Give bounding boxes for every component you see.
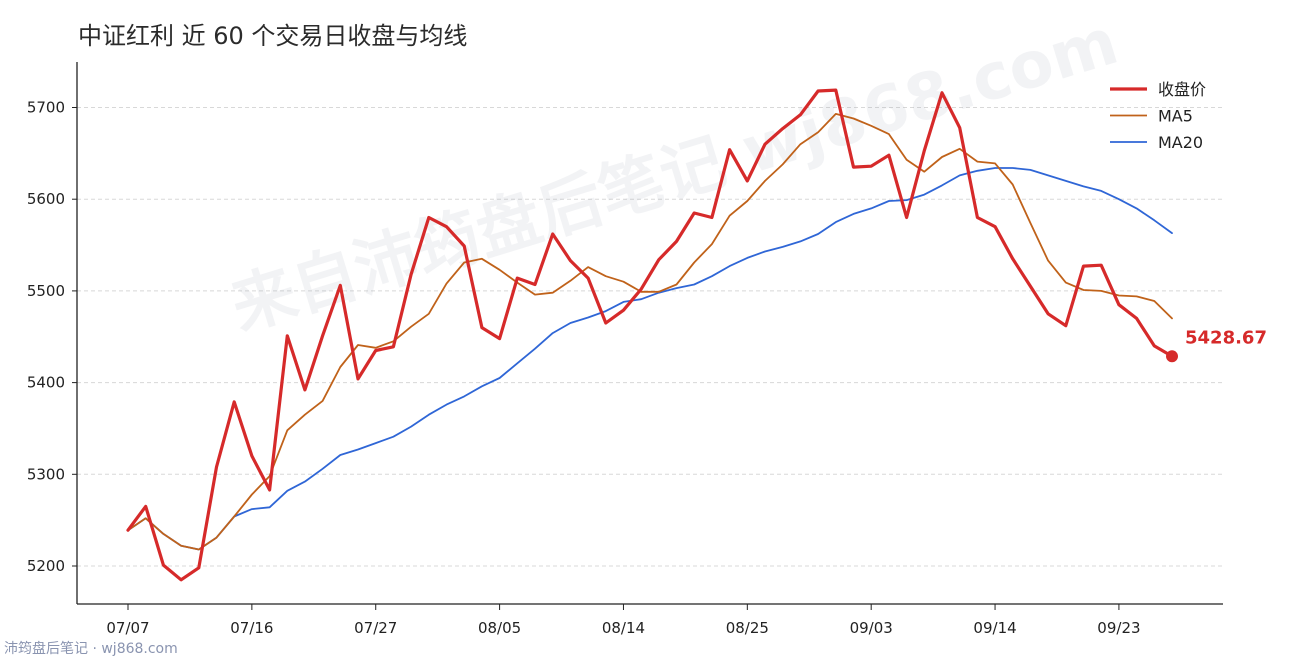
y-axis-ticks: 5200 5300 5400 5500 5600 5700	[27, 99, 77, 575]
x-tick-label: 07/07	[106, 619, 149, 637]
chart-title: 中证红利 近 60 个交易日收盘与均线	[78, 22, 467, 50]
x-tick-label: 09/23	[1097, 619, 1140, 637]
series-line-MA5	[127, 113, 1173, 551]
footer-text: 沛筠盘后笔记 · wj868.com	[4, 640, 178, 657]
watermark: 来自沛筠盘后笔记 wj868.com	[223, 5, 1126, 345]
series-line-收盘价	[126, 88, 1174, 582]
legend-label: 收盘价	[1158, 80, 1206, 99]
legend-label: MA20	[1158, 133, 1203, 152]
x-tick-label: 08/05	[478, 619, 521, 637]
x-tick-label: 09/03	[850, 619, 893, 637]
y-tick-label: 5300	[27, 465, 65, 483]
last-value-marker-group: 5428.67	[1166, 327, 1267, 363]
axes	[76, 62, 1223, 605]
x-axis-ticks: 07/07 07/16 07/27 08/05 08/14 08/25 09/03 09/14…	[106, 604, 1141, 637]
series-group	[126, 88, 1174, 582]
last-value-dot	[1166, 350, 1178, 363]
x-tick-label: 08/14	[602, 619, 645, 637]
x-tick-label: 07/27	[354, 619, 397, 637]
y-tick-label: 5600	[27, 190, 65, 208]
x-tick-label: 08/25	[726, 619, 769, 637]
last-value-label: 5428.67	[1185, 327, 1267, 348]
y-tick-label: 5700	[27, 99, 65, 117]
legend-label: MA5	[1158, 107, 1193, 126]
x-tick-label: 09/14	[973, 619, 1016, 637]
legend: 收盘价 MA5 MA20	[1110, 80, 1206, 152]
x-tick-label: 07/16	[230, 619, 273, 637]
y-tick-label: 5400	[27, 374, 65, 392]
y-tick-label: 5200	[27, 557, 65, 575]
y-tick-label: 5500	[27, 282, 65, 300]
